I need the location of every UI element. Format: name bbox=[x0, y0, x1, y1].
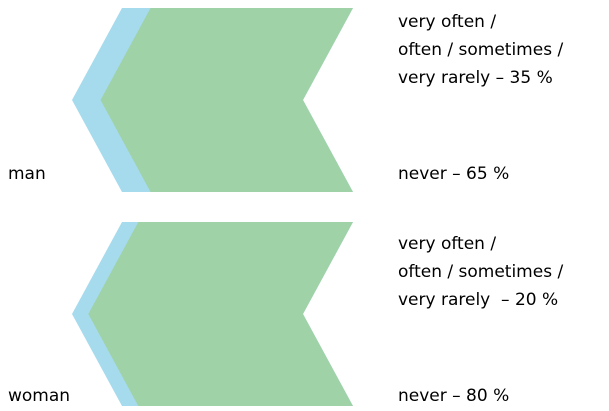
man-rarely-label-line-2: often / sometimes / bbox=[398, 40, 564, 60]
woman-rarely-label-line-3: very rarely – 20 % bbox=[398, 290, 559, 310]
group-label-woman: woman bbox=[8, 386, 71, 406]
woman-never-chevron bbox=[88, 222, 353, 406]
man-rarely-label-line-3: very rarely – 35 % bbox=[398, 68, 553, 88]
woman-rarely-label-line-2: often / sometimes / bbox=[398, 262, 564, 282]
man-never-chevron bbox=[100, 8, 353, 192]
woman-never-label: never – 80 % bbox=[398, 386, 510, 406]
man-never-label: never – 65 % bbox=[398, 164, 510, 184]
group-label-man: man bbox=[8, 164, 46, 184]
woman-rarely-label-line-1: very often / bbox=[398, 234, 497, 254]
man-rarely-label-line-1: very often / bbox=[398, 12, 497, 32]
